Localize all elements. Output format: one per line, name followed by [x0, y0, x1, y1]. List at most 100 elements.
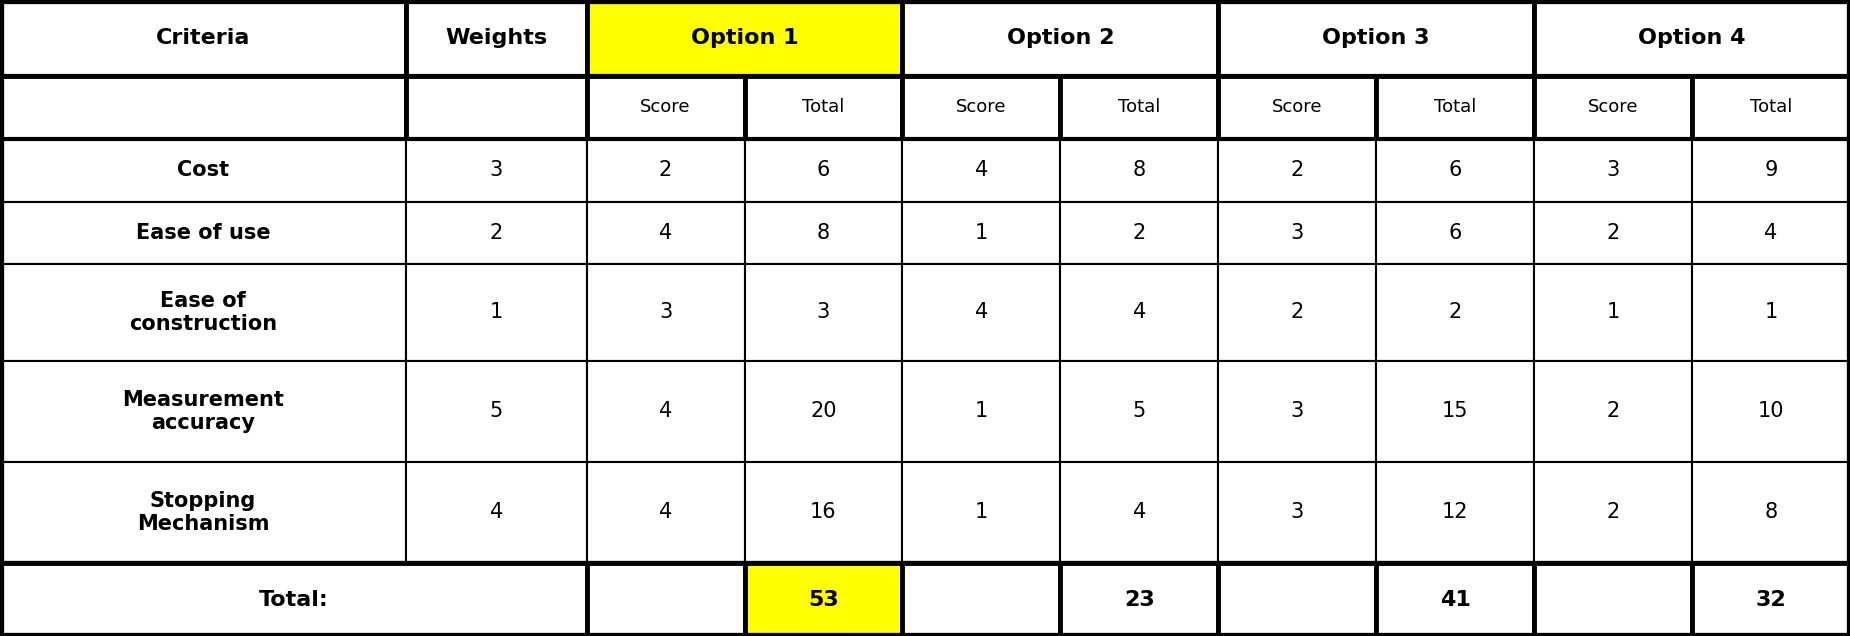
Text: Total: Total — [1750, 99, 1793, 116]
Bar — [1219, 139, 1376, 202]
Bar — [1376, 265, 1534, 361]
Text: 16: 16 — [810, 502, 836, 522]
Bar — [1219, 76, 1376, 139]
Text: 20: 20 — [810, 401, 836, 421]
Text: 2: 2 — [1606, 223, 1621, 243]
Text: Total: Total — [1117, 99, 1160, 116]
Bar — [0, 563, 586, 636]
Text: 8: 8 — [818, 223, 831, 243]
Bar — [0, 361, 407, 462]
Bar — [744, 202, 903, 265]
Bar — [1219, 361, 1376, 462]
Bar — [0, 0, 407, 76]
Bar — [1693, 139, 1850, 202]
Bar — [1060, 361, 1219, 462]
Text: 3: 3 — [1606, 160, 1621, 180]
Bar — [407, 361, 586, 462]
Bar — [586, 462, 744, 563]
Text: 1: 1 — [975, 401, 988, 421]
Text: 5: 5 — [1132, 401, 1145, 421]
Bar — [1060, 202, 1219, 265]
Text: 2: 2 — [1606, 502, 1621, 522]
Bar — [1060, 563, 1219, 636]
Bar — [903, 361, 1060, 462]
Text: 4: 4 — [975, 160, 988, 180]
Bar — [1534, 265, 1693, 361]
Bar — [903, 265, 1060, 361]
Text: 2: 2 — [490, 223, 503, 243]
Bar — [1534, 563, 1693, 636]
Bar — [1376, 462, 1534, 563]
Text: 2: 2 — [1291, 303, 1304, 322]
Text: Score: Score — [1587, 99, 1639, 116]
Text: 1: 1 — [975, 223, 988, 243]
Text: 53: 53 — [808, 590, 838, 609]
Bar — [0, 265, 407, 361]
Text: 1: 1 — [1606, 303, 1621, 322]
Text: Criteria: Criteria — [155, 28, 250, 48]
Text: Ease of use: Ease of use — [135, 223, 270, 243]
Bar — [1219, 265, 1376, 361]
Text: Measurement
accuracy: Measurement accuracy — [122, 390, 285, 432]
Text: 8: 8 — [1765, 502, 1778, 522]
Bar — [744, 563, 903, 636]
Text: 3: 3 — [659, 303, 672, 322]
Bar — [903, 0, 1219, 76]
Text: 41: 41 — [1439, 590, 1471, 609]
Bar — [1534, 361, 1693, 462]
Bar — [407, 265, 586, 361]
Bar — [1060, 265, 1219, 361]
Bar — [903, 76, 1060, 139]
Bar — [1376, 76, 1534, 139]
Text: Total: Total — [803, 99, 845, 116]
Bar — [586, 0, 903, 76]
Bar — [1376, 563, 1534, 636]
Bar — [1219, 462, 1376, 563]
Bar — [1060, 76, 1219, 139]
Bar — [744, 462, 903, 563]
Bar — [1376, 361, 1534, 462]
Bar — [903, 139, 1060, 202]
Text: Option 3: Option 3 — [1323, 28, 1430, 48]
Bar — [1534, 462, 1693, 563]
Text: 3: 3 — [1291, 401, 1304, 421]
Text: 4: 4 — [659, 401, 672, 421]
Text: Cost: Cost — [178, 160, 229, 180]
Bar — [1060, 139, 1219, 202]
Bar — [903, 563, 1060, 636]
Bar — [1693, 265, 1850, 361]
Bar — [586, 202, 744, 265]
Bar — [1060, 462, 1219, 563]
Bar — [0, 202, 407, 265]
Bar — [0, 76, 407, 139]
Bar — [407, 76, 586, 139]
Text: Score: Score — [956, 99, 1006, 116]
Text: 4: 4 — [975, 303, 988, 322]
Text: 15: 15 — [1441, 401, 1469, 421]
Bar — [407, 462, 586, 563]
Text: Option 4: Option 4 — [1639, 28, 1746, 48]
Text: 3: 3 — [818, 303, 831, 322]
Text: 10: 10 — [1758, 401, 1783, 421]
Text: 8: 8 — [1132, 160, 1145, 180]
Text: Total: Total — [1434, 99, 1476, 116]
Text: 1: 1 — [1765, 303, 1778, 322]
Bar — [407, 0, 586, 76]
Bar — [1219, 0, 1534, 76]
Text: 6: 6 — [1449, 160, 1462, 180]
Text: 4: 4 — [1132, 303, 1145, 322]
Bar — [407, 202, 586, 265]
Text: 4: 4 — [659, 502, 672, 522]
Text: Weights: Weights — [446, 28, 548, 48]
Bar — [0, 139, 407, 202]
Text: 23: 23 — [1125, 590, 1154, 609]
Text: 9: 9 — [1765, 160, 1778, 180]
Text: 1: 1 — [975, 502, 988, 522]
Text: 3: 3 — [490, 160, 503, 180]
Bar — [1534, 0, 1850, 76]
Text: 6: 6 — [818, 160, 831, 180]
Text: 4: 4 — [490, 502, 503, 522]
Text: 2: 2 — [1291, 160, 1304, 180]
Bar — [586, 139, 744, 202]
Text: 4: 4 — [1765, 223, 1778, 243]
